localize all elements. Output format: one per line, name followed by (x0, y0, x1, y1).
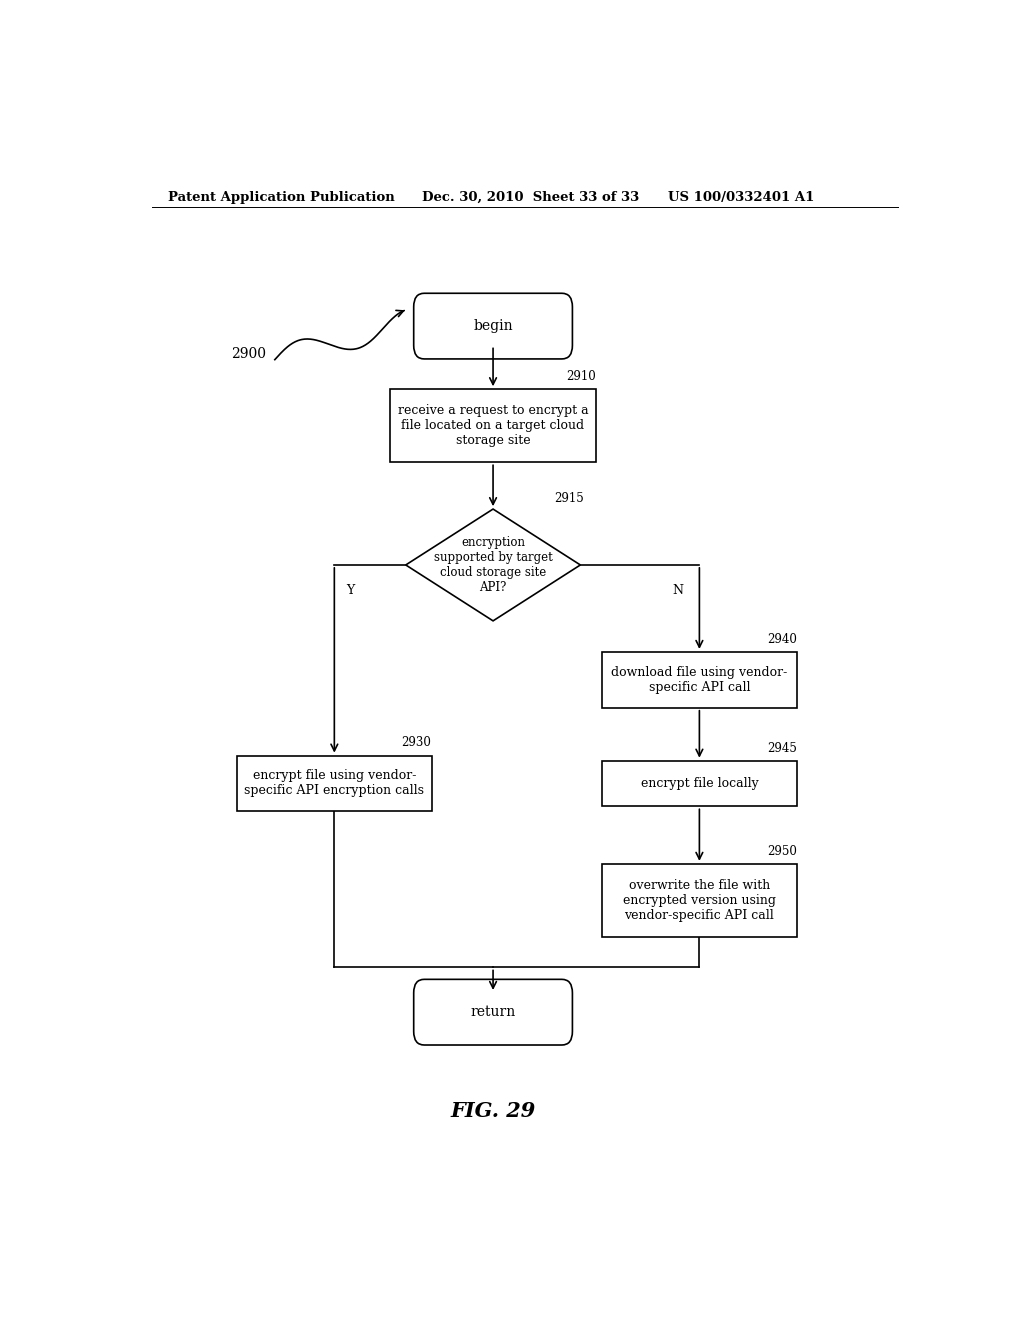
Text: encrypt file locally: encrypt file locally (641, 777, 758, 789)
Text: 2930: 2930 (401, 737, 431, 750)
Text: 2900: 2900 (231, 347, 266, 360)
Bar (602, 652, 797, 708)
Polygon shape (406, 510, 581, 620)
Text: 2945: 2945 (767, 742, 797, 755)
Text: Dec. 30, 2010  Sheet 33 of 33: Dec. 30, 2010 Sheet 33 of 33 (422, 190, 639, 203)
Text: 2910: 2910 (566, 370, 596, 383)
Text: 2915: 2915 (555, 492, 585, 506)
Bar (390, 389, 596, 462)
Text: US 100/0332401 A1: US 100/0332401 A1 (668, 190, 814, 203)
Bar (602, 760, 797, 807)
FancyBboxPatch shape (414, 979, 572, 1045)
Text: FIG. 29: FIG. 29 (451, 1101, 536, 1121)
Text: begin: begin (473, 319, 513, 333)
Text: encrypt file using vendor-
specific API encryption calls: encrypt file using vendor- specific API … (245, 770, 424, 797)
Text: overwrite the file with
encrypted version using
vendor-specific API call: overwrite the file with encrypted versio… (623, 879, 776, 921)
Text: N: N (673, 583, 684, 597)
Bar (238, 755, 431, 812)
Text: return: return (470, 1005, 516, 1019)
Text: 2940: 2940 (767, 632, 797, 645)
Text: receive a request to encrypt a
file located on a target cloud
storage site: receive a request to encrypt a file loca… (397, 404, 589, 447)
FancyBboxPatch shape (414, 293, 572, 359)
Text: download file using vendor-
specific API call: download file using vendor- specific API… (611, 665, 787, 694)
Text: 2950: 2950 (767, 845, 797, 858)
Text: encryption
supported by target
cloud storage site
API?: encryption supported by target cloud sto… (434, 536, 552, 594)
Text: Patent Application Publication: Patent Application Publication (168, 190, 394, 203)
Text: Y: Y (346, 583, 354, 597)
Bar (602, 863, 797, 937)
